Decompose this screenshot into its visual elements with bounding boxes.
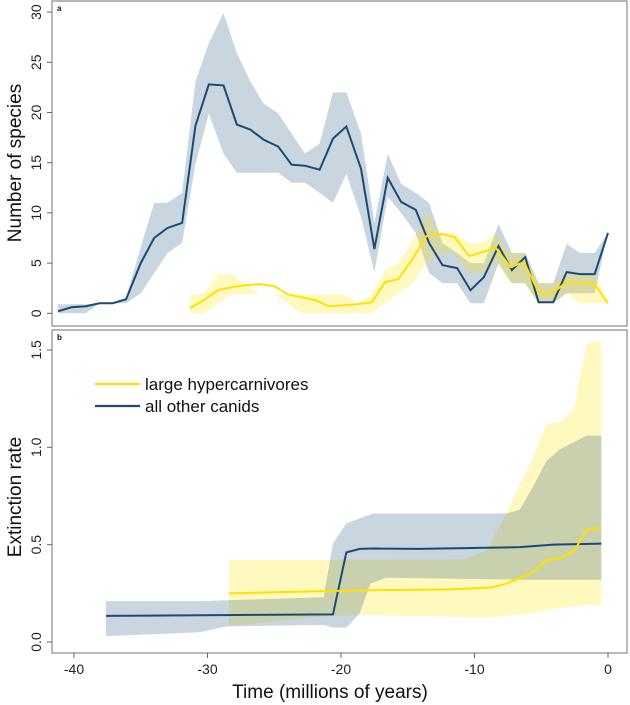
x-tick-label: 0	[604, 661, 612, 677]
x-tick-label: -40	[64, 661, 84, 677]
x-tick-label: -10	[464, 661, 484, 677]
hypercarnivores-species-ci-band	[190, 212, 608, 314]
y-tick-label: 0.5	[28, 535, 44, 555]
y-tick-label: 15	[28, 155, 44, 171]
y-tick-label: 30	[28, 4, 44, 20]
y-axis-label-extinction: Extinction rate	[5, 437, 26, 557]
y-tick-label: 0.0	[28, 632, 44, 652]
y-tick-label: 20	[28, 105, 44, 121]
x-tick-label: -20	[331, 661, 351, 677]
x-tick-label: -30	[197, 661, 217, 677]
hypercarnivores-rate-ci-band	[228, 340, 602, 627]
y-tick-label: 0	[28, 309, 44, 317]
panel-a-species-count: a 0 5 10 15 20 25 30 Number of species	[5, 0, 628, 327]
other-canids-rate-line	[106, 542, 602, 617]
hypercarnivores-species-line	[189, 232, 609, 310]
x-axis-label: Time (millions of years)	[232, 682, 428, 703]
y-tick-label: 5	[28, 259, 44, 267]
panel-b-label: b	[57, 333, 62, 342]
other-canids-species-ci-band	[57, 13, 609, 314]
y-tick-label: 10	[28, 205, 44, 221]
hypercarnivores-rate-line	[228, 527, 602, 595]
legend: large hypercarnivores all other canids	[95, 375, 308, 416]
panel-a-label: a	[57, 4, 62, 13]
other-canids-rate-ci-band	[106, 435, 602, 637]
y-tick-label: 1.5	[28, 340, 44, 360]
y-tick-label: 1.0	[28, 437, 44, 457]
y-tick-label: 25	[28, 54, 44, 70]
legend-label-other-canids: all other canids	[145, 397, 259, 416]
panel-b-frame	[51, 329, 628, 654]
y-axis-label-species: Number of species	[5, 84, 26, 242]
panel-a-frame	[51, 0, 628, 327]
panel-b-extinction-rate: b 0.0 0.5 1.0 1.5 -40 -30 -20 -10 0 Extinction r…	[5, 329, 628, 703]
legend-label-hypercarnivores: large hypercarnivores	[145, 375, 308, 394]
